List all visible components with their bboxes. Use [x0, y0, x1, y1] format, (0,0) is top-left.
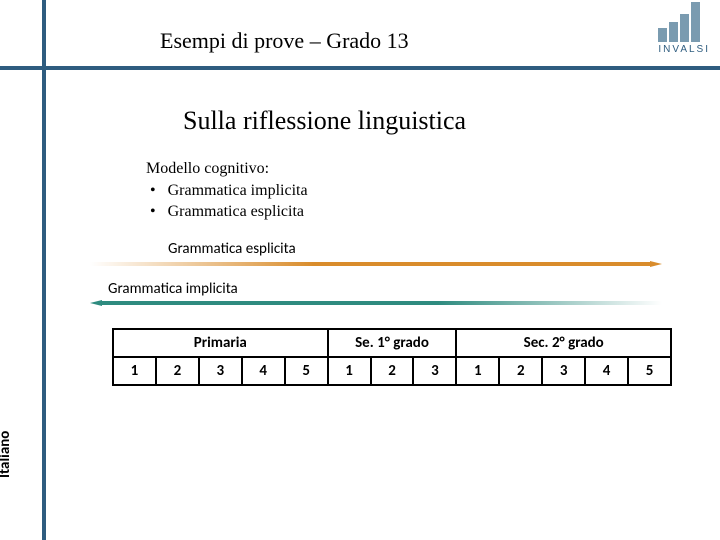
table-cell: 2	[156, 357, 199, 385]
model-item: Grammatica implicita	[150, 180, 308, 202]
table-cell: 2	[371, 357, 414, 385]
group-header: Sec. 2° grado	[456, 329, 671, 357]
table-cell: 1	[113, 357, 156, 385]
esplicita-arrow	[90, 261, 662, 267]
side-label-italiano: Italiano	[0, 431, 14, 478]
table-cell: 2	[499, 357, 542, 385]
table-cell: 3	[199, 357, 242, 385]
table-header-row: Primaria Se. 1° grado Sec. 2° grado	[113, 329, 671, 357]
grade-table-wrap: Primaria Se. 1° grado Sec. 2° grado 1 2 …	[112, 328, 672, 386]
implicita-label: Grammatica implicita	[108, 280, 238, 298]
group-header: Se. 1° grado	[328, 329, 457, 357]
frame-vertical	[42, 0, 46, 540]
esplicita-label: Grammatica esplicita	[168, 240, 296, 258]
grade-table: Primaria Se. 1° grado Sec. 2° grado 1 2 …	[112, 328, 672, 386]
logo-bars	[658, 2, 710, 42]
model-heading: Modello cognitivo:	[146, 158, 308, 180]
group-header: Primaria	[113, 329, 328, 357]
table-cell: 5	[285, 357, 328, 385]
model-list: Grammatica implicita Grammatica esplicit…	[146, 180, 308, 223]
table-cell: 1	[456, 357, 499, 385]
implicita-arrow	[90, 300, 662, 306]
model-block: Modello cognitivo: Grammatica implicita …	[146, 158, 308, 223]
model-item: Grammatica esplicita	[150, 201, 308, 223]
frame-horizontal	[0, 66, 720, 70]
logo-text: INVALSI	[632, 44, 710, 55]
table-cell: 3	[542, 357, 585, 385]
page-subtitle: Sulla riflessione linguistica	[183, 106, 466, 136]
table-cell: 5	[628, 357, 671, 385]
table-cell: 4	[242, 357, 285, 385]
table-cell: 3	[413, 357, 456, 385]
table-number-row: 1 2 3 4 5 1 2 3 1 2 3 4 5	[113, 357, 671, 385]
page-title: Esempi di prove – Grado 13	[160, 28, 409, 54]
table-cell: 4	[585, 357, 628, 385]
invalsi-logo: INVALSI	[632, 2, 710, 60]
table-cell: 1	[328, 357, 371, 385]
